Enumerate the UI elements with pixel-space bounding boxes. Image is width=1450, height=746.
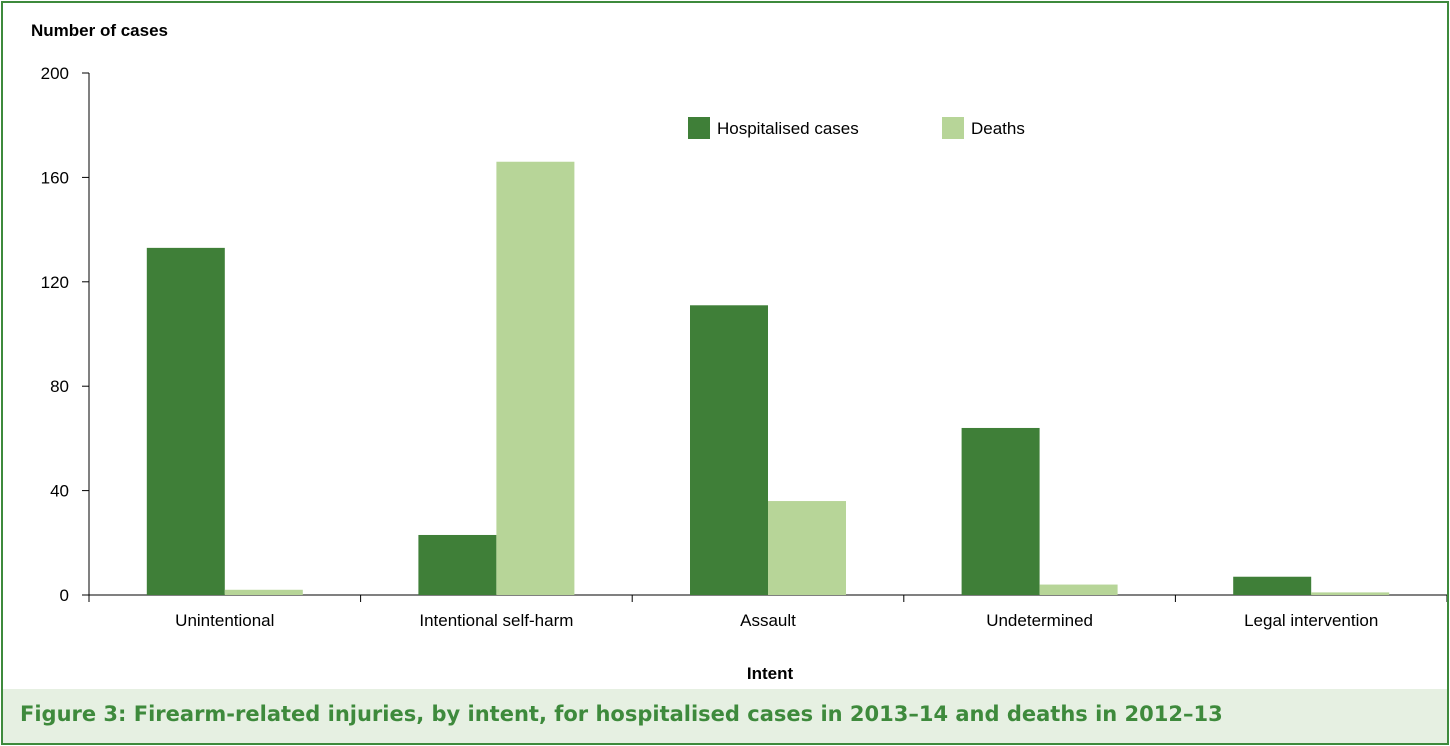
bar-hospitalised-cases: [961, 427, 1040, 595]
legend-label: Deaths: [971, 119, 1025, 138]
x-tick-label: Intentional self-harm: [419, 611, 573, 630]
bar-hospitalised-cases: [1233, 576, 1312, 595]
x-tick-label: Unintentional: [175, 611, 274, 630]
bars: [146, 161, 1390, 596]
bar-chart: Number of cases 0 40 80 120 160 200 Unintenti…: [31, 21, 1447, 683]
legend-swatch: [942, 117, 964, 139]
y-tick-label: 40: [50, 482, 69, 501]
legend-swatch: [688, 117, 710, 139]
figure-caption: Figure 3: Firearm-related injuries, by i…: [20, 702, 1223, 726]
y-tick-label: 80: [50, 377, 69, 396]
legend-label: Hospitalised cases: [717, 119, 859, 138]
bar-hospitalised-cases: [418, 534, 497, 595]
x-axis-title: Intent: [747, 664, 794, 683]
bar-deaths: [768, 501, 846, 595]
x-tick-labels: Unintentional Intentional self-harm Assaul…: [175, 611, 1378, 630]
x-tick-label: Undetermined: [986, 611, 1093, 630]
y-ticks: 0 40 80 120 160 200: [41, 64, 89, 605]
x-axis: [88, 594, 1447, 602]
x-tick-label: Legal intervention: [1244, 611, 1378, 630]
y-tick-label: 160: [41, 168, 69, 187]
y-tick-label: 200: [41, 64, 69, 83]
x-tick-label: Assault: [740, 611, 796, 630]
y-tick-label: 120: [41, 273, 69, 292]
bar-deaths: [224, 589, 303, 595]
y-axis-title: Number of cases: [31, 21, 168, 40]
bar-hospitalised-cases: [690, 305, 768, 595]
bar-deaths: [1039, 584, 1118, 595]
legend: Hospitalised cases Deaths: [688, 117, 1025, 139]
bar-hospitalised-cases: [146, 247, 225, 595]
bar-deaths: [1311, 592, 1390, 595]
y-tick-label: 0: [60, 586, 69, 605]
caption-band: Figure 3: Firearm-related injuries, by i…: [3, 689, 1447, 743]
bar-deaths: [496, 161, 575, 596]
